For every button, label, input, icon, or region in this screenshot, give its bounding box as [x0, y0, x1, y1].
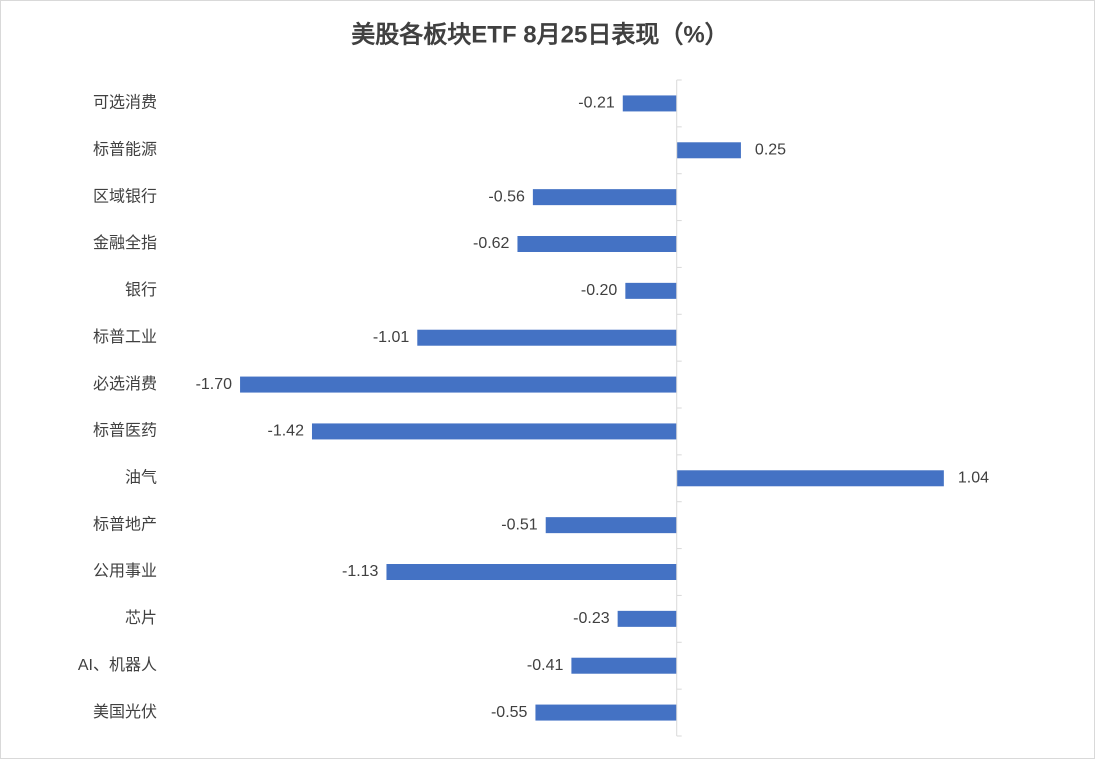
y-tick-label: 油气 [125, 469, 157, 487]
y-tick-label: 美国光伏 [93, 703, 157, 721]
bar [676, 142, 741, 159]
y-tick-label: 银行 [125, 281, 157, 299]
bar [676, 470, 944, 487]
y-tick-label: 必选消费 [93, 375, 157, 393]
data-label: 0.25 [755, 142, 786, 159]
chart-title: 美股各板块ETF 8月25日表现（%） [351, 20, 728, 48]
y-tick-label: 可选消费 [93, 94, 157, 112]
bar [545, 517, 677, 534]
data-label: -0.62 [473, 235, 510, 252]
bar [417, 329, 677, 346]
bar [625, 282, 677, 299]
data-label: -1.42 [268, 423, 305, 440]
bar [311, 423, 677, 440]
data-label: -0.55 [491, 704, 528, 721]
y-tick-label: AI、机器人 [78, 656, 157, 674]
y-tick-label: 标普医药 [93, 422, 157, 440]
y-tick-label: 公用事业 [93, 562, 157, 580]
data-label: -1.13 [342, 563, 379, 580]
y-tick-label: 标普地产 [93, 515, 157, 533]
y-tick-label: 金融全指 [93, 234, 157, 252]
data-label: 1.04 [958, 470, 989, 487]
data-label: -1.01 [373, 329, 410, 346]
y-tick-label: 标普能源 [93, 141, 157, 159]
bar [532, 189, 677, 206]
y-tick-label: 标普工业 [93, 328, 157, 346]
data-label: -0.56 [488, 188, 525, 205]
bar [386, 564, 677, 580]
data-label: -0.23 [573, 610, 610, 627]
bar [240, 376, 677, 393]
bar [517, 236, 677, 252]
data-label: -0.51 [501, 516, 538, 533]
bar [617, 610, 677, 627]
data-label: -0.20 [581, 282, 618, 299]
y-tick-label: 芯片 [125, 609, 157, 627]
y-tick-label: 区域银行 [93, 187, 157, 205]
data-label: -1.70 [196, 376, 233, 393]
bar [535, 704, 677, 721]
bar [571, 657, 677, 674]
bar [622, 95, 677, 112]
data-label: -0.41 [527, 657, 564, 674]
data-label: -0.21 [578, 95, 615, 112]
